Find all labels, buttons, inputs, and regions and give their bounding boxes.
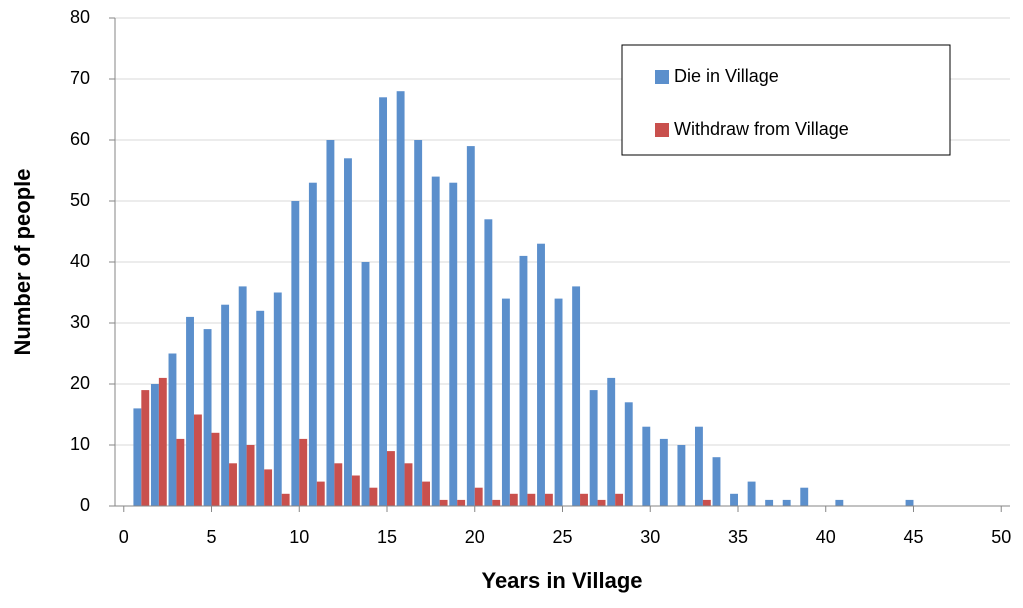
bar — [351, 475, 360, 506]
bar — [457, 499, 466, 506]
bar — [334, 463, 343, 506]
bar — [466, 146, 475, 506]
legend-box — [621, 44, 951, 156]
y-tick-label: 40 — [70, 251, 90, 271]
bar — [344, 158, 352, 507]
bar — [642, 426, 651, 506]
bar — [554, 298, 563, 506]
bar — [905, 499, 914, 506]
x-tick-label: 25 — [552, 527, 572, 547]
bar — [158, 377, 167, 506]
legend-swatch — [655, 123, 669, 137]
bar — [211, 432, 220, 506]
y-tick-label: 10 — [70, 434, 90, 454]
bar — [369, 487, 378, 506]
y-tick-label: 50 — [70, 190, 90, 210]
bar — [414, 140, 423, 506]
x-tick-label: 35 — [728, 527, 748, 547]
bar — [484, 219, 493, 507]
bar — [597, 499, 606, 506]
bar — [730, 493, 738, 506]
legend-label: Withdraw from Village — [674, 119, 849, 139]
bar — [537, 243, 545, 506]
x-tick-label: 30 — [640, 527, 660, 547]
bar — [431, 176, 440, 506]
bar — [203, 329, 212, 506]
bar — [186, 316, 194, 506]
bar — [299, 438, 308, 506]
bar — [624, 402, 633, 506]
bar — [615, 493, 624, 506]
bar — [572, 286, 581, 506]
bar — [387, 451, 395, 506]
bar — [150, 384, 159, 506]
bar — [659, 438, 668, 506]
bar — [229, 463, 237, 506]
bar — [702, 499, 711, 506]
bar — [694, 426, 703, 506]
bar — [221, 304, 230, 506]
x-tick-label: 5 — [207, 527, 217, 547]
bar — [474, 487, 483, 506]
bar — [501, 298, 510, 506]
bar — [256, 310, 265, 506]
legend-label: Die in Village — [674, 66, 779, 86]
bar — [800, 487, 809, 506]
bar — [747, 481, 756, 506]
x-tick-label: 10 — [289, 527, 309, 547]
y-tick-label: 20 — [70, 373, 90, 393]
bar — [361, 262, 370, 506]
bar — [281, 493, 290, 506]
x-tick-label: 40 — [816, 527, 836, 547]
bar — [176, 438, 185, 506]
bar — [326, 140, 335, 506]
bar — [238, 286, 247, 506]
bar — [193, 414, 202, 506]
bar — [396, 91, 405, 506]
bar — [835, 499, 844, 506]
x-tick-label: 45 — [903, 527, 923, 547]
y-tick-label: 30 — [70, 312, 90, 332]
bar — [544, 493, 553, 506]
y-tick-label: 60 — [70, 129, 90, 149]
bar — [509, 493, 518, 506]
bar — [677, 445, 686, 506]
bar — [712, 457, 721, 506]
bar — [316, 481, 325, 506]
bar — [246, 445, 255, 506]
x-axis-title: Years in Village — [481, 568, 642, 593]
bar — [133, 408, 142, 506]
y-axis-title: Number of people — [10, 168, 35, 355]
bar — [404, 463, 413, 506]
x-tick-label: 20 — [465, 527, 485, 547]
bar — [273, 292, 282, 506]
bar — [422, 481, 431, 506]
bar — [308, 182, 317, 506]
bar — [527, 493, 536, 506]
bar — [168, 353, 177, 506]
bar — [580, 493, 588, 506]
y-tick-label: 70 — [70, 68, 90, 88]
bar — [765, 499, 774, 506]
legend-swatch — [655, 70, 669, 84]
bar — [519, 255, 528, 506]
bar — [439, 499, 448, 506]
y-tick-label: 80 — [70, 7, 90, 27]
bar — [141, 390, 150, 506]
bar — [449, 182, 458, 506]
bar — [264, 469, 273, 506]
bar — [607, 377, 616, 506]
bar — [492, 499, 501, 506]
x-tick-label: 50 — [991, 527, 1011, 547]
x-tick-label: 15 — [377, 527, 397, 547]
bar — [291, 201, 300, 506]
x-tick-label: 0 — [119, 527, 129, 547]
bar — [379, 97, 388, 507]
y-tick-label: 0 — [80, 495, 90, 515]
bar — [782, 499, 791, 506]
bar — [589, 390, 598, 506]
